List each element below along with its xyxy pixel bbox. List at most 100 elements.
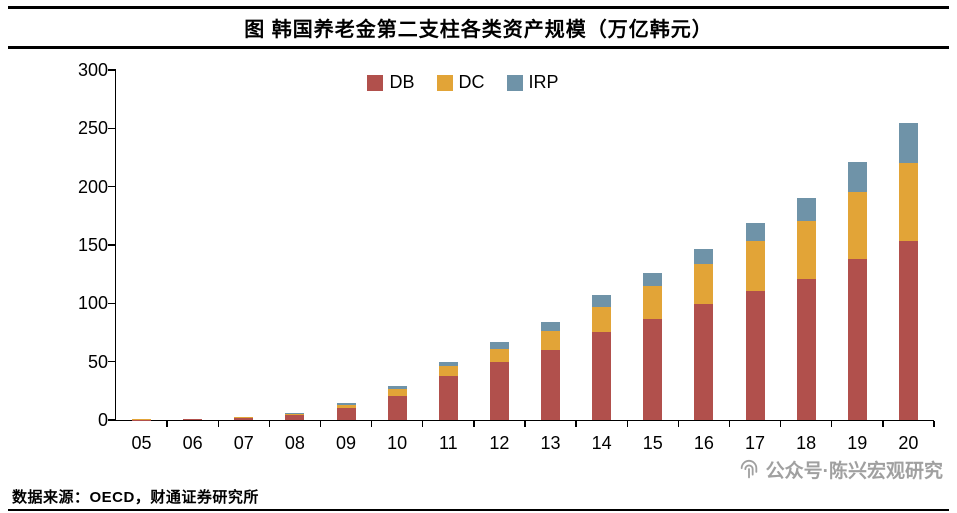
x-axis-tick-label: 05 xyxy=(131,433,152,453)
x-axis-tick-mark xyxy=(626,421,628,427)
bar-segment-dc-08 xyxy=(285,413,305,416)
bar-slot-12: 12 xyxy=(474,70,526,453)
y-axis-tick-mark xyxy=(108,360,116,363)
x-axis-tick-mark xyxy=(779,421,782,427)
bar-segment-db-12 xyxy=(489,361,509,420)
bar-segment-db-09 xyxy=(336,408,356,420)
y-axis-tick-mark xyxy=(108,127,116,130)
stacked-bar-06 xyxy=(183,418,203,420)
bar-segment-dc-11 xyxy=(438,366,458,376)
x-axis-tick-label: 17 xyxy=(745,433,766,453)
x-axis-tick-mark xyxy=(524,421,526,427)
bars-container: 05 06 07 08 09 10 11 12 13 14 15 16 17 18 19 20 xyxy=(116,70,935,453)
x-axis-tick-mark xyxy=(473,421,475,427)
y-axis-tick-label: 200 xyxy=(77,176,108,197)
bar-segment-irp-11 xyxy=(438,361,458,367)
x-axis-tick-label: 14 xyxy=(591,433,612,453)
y-axis-tick-mark xyxy=(108,302,116,305)
title-divider xyxy=(8,46,949,49)
watermark: 公众号·陈兴宏观研究 xyxy=(738,456,943,483)
y-axis-tick-label: 250 xyxy=(77,118,108,139)
bar-slot-20: 20 xyxy=(883,70,935,453)
bar-slot-16: 16 xyxy=(678,70,731,453)
x-axis-tick-label: 13 xyxy=(540,433,561,453)
bar-segment-dc-07 xyxy=(234,417,254,418)
bar-slot-07: 07 xyxy=(218,70,271,453)
fingerprint-icon xyxy=(740,459,757,478)
x-axis-tick-label: 15 xyxy=(642,433,663,453)
x-axis-tick-label: 19 xyxy=(847,433,868,453)
bar-segment-dc-12 xyxy=(489,348,509,362)
bar-slot-06: 06 xyxy=(167,70,219,453)
bar-segment-dc-17 xyxy=(745,241,765,291)
bar-slot-09: 09 xyxy=(321,70,373,453)
x-axis-tick-label: 12 xyxy=(489,433,510,453)
bar-slot-11: 11 xyxy=(423,70,475,453)
bar-segment-db-14 xyxy=(592,331,612,420)
bar-segment-irp-08 xyxy=(285,413,305,414)
bar-slot-17: 17 xyxy=(730,70,782,453)
bar-slot-18: 18 xyxy=(781,70,833,453)
x-axis-tick-mark xyxy=(370,421,373,427)
bar-segment-db-16 xyxy=(694,303,714,420)
x-axis-tick-mark xyxy=(882,421,884,427)
stacked-bar-11 xyxy=(438,361,458,420)
x-axis-tick-mark xyxy=(166,421,168,427)
stacked-bar-05 xyxy=(132,419,152,420)
bar-segment-irp-09 xyxy=(336,403,356,406)
bar-segment-db-13 xyxy=(541,350,561,420)
y-axis-tick-mark xyxy=(108,185,116,188)
bar-segment-db-10 xyxy=(387,395,407,420)
bar-segment-dc-16 xyxy=(694,263,714,304)
bar-segment-db-17 xyxy=(745,290,765,420)
bar-segment-irp-12 xyxy=(489,341,509,349)
bar-segment-irp-19 xyxy=(847,161,867,192)
bar-segment-dc-20 xyxy=(898,162,918,242)
bar-segment-db-11 xyxy=(438,375,458,420)
bar-segment-irp-15 xyxy=(643,272,663,287)
bar-slot-10: 10 xyxy=(372,70,424,453)
x-axis-tick-label: 18 xyxy=(796,433,817,453)
x-axis-tick-label: 09 xyxy=(336,433,357,453)
y-axis-tick-label: 50 xyxy=(87,351,108,372)
x-axis-tick-label: 11 xyxy=(438,433,458,453)
stacked-bar-chart: DB DC IRP 0 50 100 150 200 250 300 05 06 07 08 09 10 11… xyxy=(78,60,935,453)
bar-segment-db-07 xyxy=(234,417,254,420)
top-divider xyxy=(8,6,949,9)
bar-segment-dc-14 xyxy=(592,306,612,332)
stacked-bar-09 xyxy=(336,403,356,420)
bar-segment-dc-15 xyxy=(643,286,663,320)
bar-slot-14: 14 xyxy=(576,70,628,453)
x-axis-tick-label: 06 xyxy=(182,433,203,453)
stacked-bar-20 xyxy=(898,122,918,420)
x-axis-tick-label: 16 xyxy=(693,433,714,453)
bar-slot-13: 13 xyxy=(525,70,577,453)
stacked-bar-10 xyxy=(387,385,407,420)
y-axis-tick-label: 100 xyxy=(77,293,108,314)
bar-slot-05: 05 xyxy=(116,70,168,453)
x-axis-tick-label: 08 xyxy=(284,433,305,453)
bar-segment-dc-19 xyxy=(847,191,867,259)
bar-segment-db-19 xyxy=(847,259,867,420)
bottom-divider xyxy=(8,508,949,511)
x-axis-tick-mark xyxy=(728,421,731,427)
stacked-bar-17 xyxy=(745,223,765,420)
bar-segment-irp-20 xyxy=(898,122,918,163)
y-axis-tick-label: 0 xyxy=(97,410,108,430)
stacked-bar-14 xyxy=(592,295,612,420)
bar-slot-15: 15 xyxy=(627,70,680,453)
bar-segment-dc-13 xyxy=(541,331,561,350)
bar-segment-dc-18 xyxy=(796,220,816,279)
stacked-bar-19 xyxy=(847,161,867,420)
y-axis-tick-mark xyxy=(108,69,116,71)
bar-segment-db-15 xyxy=(643,319,663,420)
y-axis-tick-mark xyxy=(108,244,116,246)
y-axis-tick-label: 300 xyxy=(77,60,108,80)
x-axis-tick-mark xyxy=(933,421,935,427)
bar-segment-db-06 xyxy=(183,419,203,420)
bar-segment-irp-13 xyxy=(541,322,561,332)
bar-segment-irp-17 xyxy=(745,223,765,242)
bar-segment-db-08 xyxy=(285,415,305,420)
x-axis-tick-mark xyxy=(677,421,680,427)
